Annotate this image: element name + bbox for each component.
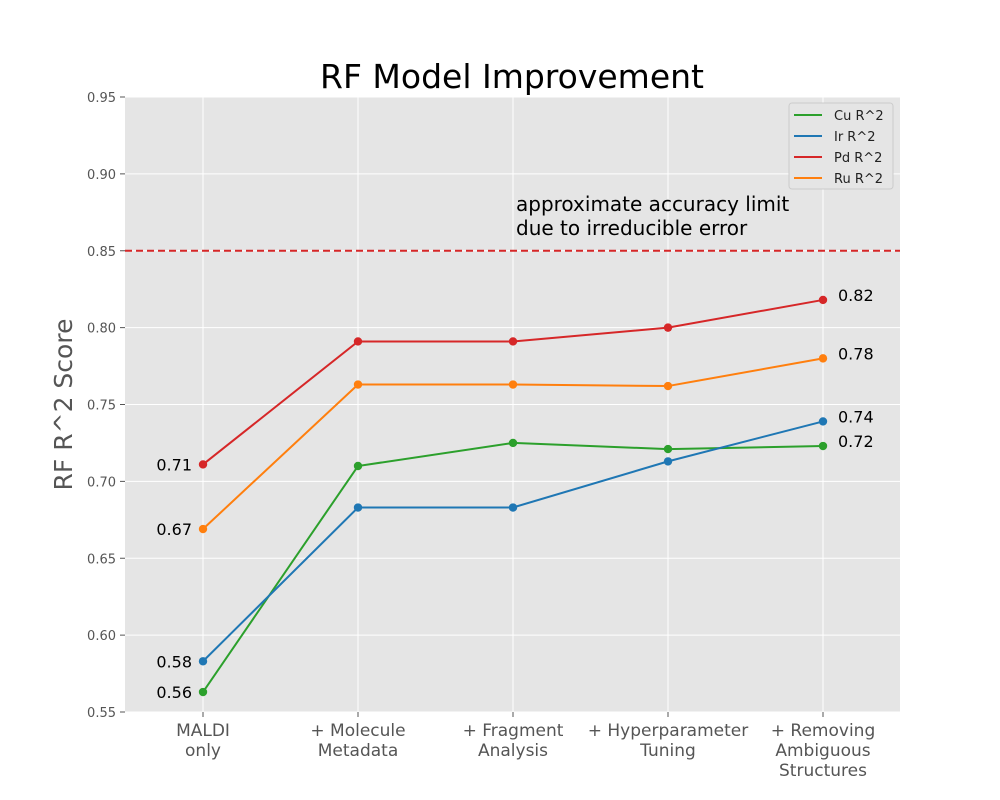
y-tick-label: 0.85 — [87, 245, 116, 260]
y-axis-label: RF R^2 Score — [49, 319, 78, 491]
data-point — [353, 337, 363, 346]
x-tick-label: + Hyperparameter Tuning — [588, 721, 748, 761]
data-point — [663, 457, 673, 466]
x-tick-label-line: Analysis — [478, 741, 548, 761]
data-point — [353, 503, 363, 512]
data-point — [818, 417, 828, 426]
data-label: 0.72 — [838, 432, 874, 451]
x-tick-label-line: + Molecule — [310, 721, 405, 741]
data-point — [663, 444, 673, 454]
x-tick-label-line: only — [185, 741, 221, 761]
data-point — [508, 503, 518, 512]
data-label: 0.67 — [156, 520, 192, 539]
axes: 0.55 0.60 0.65 0.70 0.75 0.80 0.85 0.90 0.95 MALD… — [87, 91, 875, 781]
annotation: approximate accuracy limit due to irreduc… — [516, 192, 789, 240]
data-point — [198, 460, 208, 469]
x-tick-label-line: MALDI — [176, 721, 230, 741]
y-tick-label: 0.60 — [87, 629, 116, 644]
x-tick-label: + Fragment Analysis — [463, 721, 564, 761]
data-point — [198, 657, 208, 666]
annotation-line: approximate accuracy limit — [516, 192, 789, 216]
y-tick-label: 0.95 — [87, 91, 116, 106]
y-tick-label: 0.70 — [87, 475, 116, 490]
legend-entry: Ir R^2 — [834, 130, 876, 145]
legend-entry: Pd R^2 — [834, 151, 882, 166]
y-tick-label: 0.75 — [87, 399, 116, 414]
chart-title: RF Model Improvement — [320, 57, 704, 96]
x-tick-label: + Molecule Metadata — [310, 721, 405, 761]
data-point — [198, 687, 208, 697]
data-label: 0.82 — [838, 286, 874, 305]
x-tick-label-line: + Fragment — [463, 721, 564, 741]
data-point — [663, 381, 673, 391]
x-tick-label-line: + Hyperparameter — [588, 721, 748, 741]
x-tick-label-line: + Removing — [771, 721, 875, 741]
y-tick-label: 0.65 — [87, 552, 116, 567]
data-label: 0.58 — [156, 652, 192, 671]
data-label: 0.78 — [838, 344, 874, 363]
data-point — [198, 524, 208, 534]
y-tick-label: 0.55 — [87, 706, 116, 721]
data-point — [353, 461, 363, 471]
series-group — [198, 295, 828, 697]
x-tick-label-line: Tuning — [639, 741, 696, 761]
data-point — [508, 438, 518, 448]
annotation-line: due to irreducible error — [516, 216, 748, 240]
x-tick-label-line: Structures — [779, 761, 867, 781]
x-tick-label-line: Metadata — [318, 741, 399, 761]
data-point — [508, 337, 518, 346]
data-label: 0.74 — [838, 407, 874, 426]
data-label: 0.71 — [156, 455, 192, 474]
data-point — [818, 441, 828, 451]
data-label: 0.56 — [156, 683, 192, 702]
annotation-text: approximate accuracy limit due to irreduc… — [516, 192, 789, 240]
data-point — [818, 354, 828, 363]
legend-box — [788, 102, 894, 190]
x-tick-label: MALDI only — [176, 721, 230, 761]
series-ir — [198, 417, 828, 666]
x-tick-label: + Removing Ambiguous Structures — [771, 721, 875, 781]
data-point — [508, 380, 518, 389]
series-pd — [198, 295, 828, 469]
y-tick-label: 0.80 — [87, 322, 116, 337]
data-point — [353, 380, 363, 389]
series-ru — [198, 354, 828, 534]
x-tick-label-line: Ambiguous — [775, 741, 870, 761]
legend-entry: Cu R^2 — [834, 109, 884, 124]
data-labels: 0.71 0.67 0.58 0.56 0.82 0.78 0.74 0.72 — [156, 286, 873, 702]
data-point — [818, 295, 828, 305]
legend: Cu R^2 Ir R^2 Pd R^2 Ru R^2 — [788, 102, 894, 190]
data-point — [663, 323, 673, 332]
legend-entry: Ru R^2 — [834, 172, 883, 187]
y-tick-label: 0.90 — [87, 168, 116, 183]
